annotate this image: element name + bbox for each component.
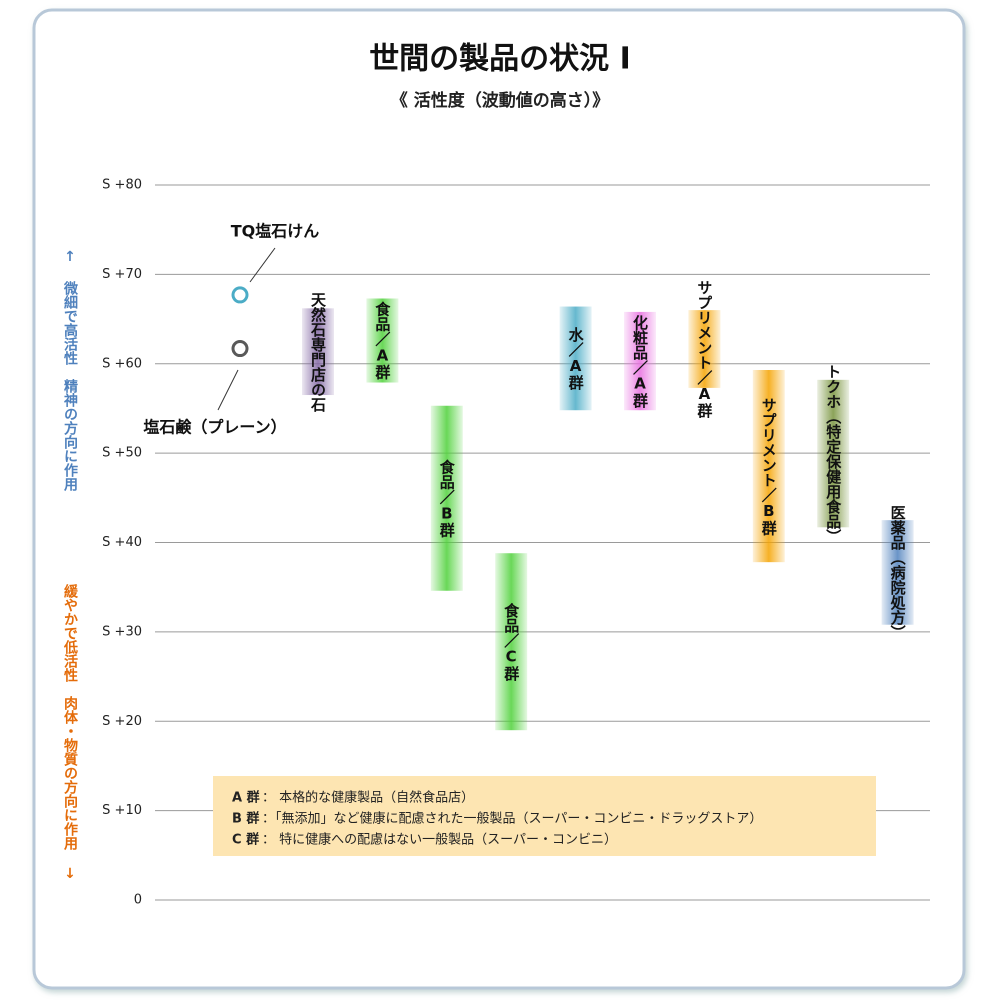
range-bar [495, 553, 528, 731]
leader-line [217, 369, 239, 411]
leader-line [249, 247, 276, 283]
y-tick-label: S +30 [102, 624, 142, 639]
bar-label: 天然石専門店の石 [309, 292, 327, 413]
y-label-bottom: 緩やかで低活性 肉体・物質の方向に作用 ↓ [62, 583, 79, 882]
bar-label: 医薬品（病院処方） [889, 505, 907, 640]
y-tick-label: S +70 [102, 267, 142, 282]
range-bar [752, 370, 785, 563]
note-text: ： 特に健康への配慮はない一般製品（スーパー・コンビニ） [262, 832, 617, 848]
y-tick-label: S +10 [102, 803, 142, 818]
note-key: C 群 [232, 832, 259, 848]
frame [32, 8, 966, 990]
bar-label: 水／A群 [567, 326, 585, 391]
notes-box [213, 776, 876, 856]
y-tick-label: S +50 [102, 446, 142, 461]
range-bar [688, 310, 721, 388]
point-label: TQ塩石けん [231, 222, 320, 241]
y-tick-label: S +20 [102, 714, 142, 729]
range-bar [881, 520, 914, 625]
range-bar [302, 308, 334, 396]
y-tick-label: 0 [134, 893, 142, 908]
range-bar [559, 306, 592, 411]
point [231, 286, 249, 304]
bar-label: 食品／B群 [438, 458, 456, 538]
y-label-top: ↑ 微細で高活性 精神の方向に作用 [62, 249, 79, 492]
note-key: B 群 [232, 811, 259, 827]
note-text: ：「無添加」など健康に配慮された一般製品（スーパー・コンビニ・ドラッグストア） [262, 811, 762, 827]
bar-label: 食品／C群 [502, 602, 520, 682]
range-bar [817, 379, 850, 528]
bar-label: トクホ（特定保健用食品） [824, 364, 842, 544]
range-bar [430, 405, 463, 591]
bar-label: 化粧品／A群 [631, 314, 649, 409]
y-tick-label: S +80 [102, 178, 142, 193]
chart-title: 世間の製品の状況 Ⅰ [369, 42, 631, 77]
y-tick-label: S +60 [102, 356, 142, 371]
note-text: ： 本格的な健康製品（自然食品店） [262, 790, 474, 806]
bar-label: サプリメント／A群 [695, 280, 713, 419]
bar-label: サプリメント／B群 [760, 397, 778, 536]
chart-subtitle: 《 活性度（波動値の高さ）》 [391, 90, 609, 111]
point [231, 340, 249, 358]
point-label: 塩石鹸（プレーン） [143, 418, 286, 437]
bar-label: 食品／A群 [373, 301, 391, 381]
note-key: A 群 [232, 790, 260, 806]
y-tick-label: S +40 [102, 535, 142, 550]
range-bar [366, 298, 399, 383]
range-bar [624, 311, 656, 411]
